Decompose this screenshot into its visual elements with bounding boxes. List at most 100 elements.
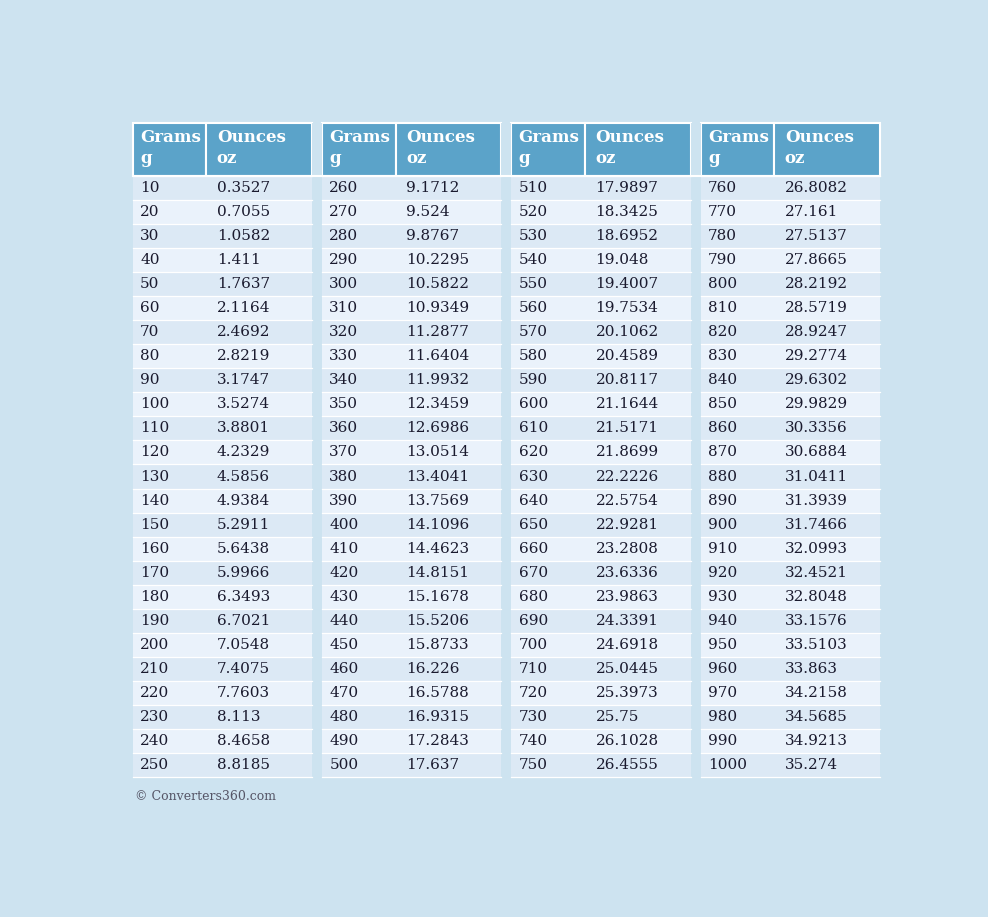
Text: 410: 410 (329, 542, 359, 556)
Text: Grams
g: Grams g (708, 129, 769, 168)
Text: 210: 210 (140, 662, 169, 676)
FancyBboxPatch shape (501, 585, 512, 609)
FancyBboxPatch shape (512, 657, 691, 681)
Text: 25.75: 25.75 (596, 710, 639, 724)
FancyBboxPatch shape (312, 657, 322, 681)
FancyBboxPatch shape (132, 176, 312, 200)
Text: 50: 50 (140, 277, 159, 291)
FancyBboxPatch shape (585, 123, 691, 176)
Text: © Converters360.com: © Converters360.com (135, 790, 276, 803)
FancyBboxPatch shape (132, 633, 312, 657)
Text: 6.3493: 6.3493 (216, 590, 270, 603)
Text: 22.5754: 22.5754 (596, 493, 658, 508)
Text: 260: 260 (329, 181, 359, 194)
FancyBboxPatch shape (206, 123, 312, 176)
FancyBboxPatch shape (322, 369, 501, 392)
Text: 520: 520 (519, 204, 547, 219)
Text: 7.7603: 7.7603 (216, 686, 270, 700)
Text: 15.1678: 15.1678 (406, 590, 469, 603)
Text: 170: 170 (140, 566, 169, 580)
FancyBboxPatch shape (312, 729, 322, 753)
FancyBboxPatch shape (700, 176, 880, 200)
FancyBboxPatch shape (700, 369, 880, 392)
Text: 17.637: 17.637 (406, 758, 459, 772)
Text: Ounces
oz: Ounces oz (406, 129, 475, 168)
FancyBboxPatch shape (132, 224, 312, 248)
FancyBboxPatch shape (501, 200, 512, 224)
Text: Ounces
oz: Ounces oz (596, 129, 664, 168)
Text: 470: 470 (329, 686, 359, 700)
Text: 23.6336: 23.6336 (596, 566, 658, 580)
FancyBboxPatch shape (691, 657, 700, 681)
Text: 140: 140 (140, 493, 169, 508)
Text: 33.1576: 33.1576 (784, 613, 848, 628)
Text: 880: 880 (708, 470, 737, 483)
FancyBboxPatch shape (322, 729, 501, 753)
FancyBboxPatch shape (691, 513, 700, 536)
FancyBboxPatch shape (312, 513, 322, 536)
FancyBboxPatch shape (132, 560, 312, 585)
FancyBboxPatch shape (132, 416, 312, 440)
Text: 160: 160 (140, 542, 169, 556)
FancyBboxPatch shape (322, 440, 501, 465)
FancyBboxPatch shape (312, 681, 322, 705)
Text: 18.6952: 18.6952 (596, 229, 658, 243)
Text: 0.3527: 0.3527 (216, 181, 270, 194)
FancyBboxPatch shape (501, 224, 512, 248)
FancyBboxPatch shape (512, 489, 691, 513)
Text: 22.2226: 22.2226 (596, 470, 659, 483)
Text: 690: 690 (519, 613, 548, 628)
FancyBboxPatch shape (132, 609, 312, 633)
Text: 530: 530 (519, 229, 547, 243)
Text: 9.8767: 9.8767 (406, 229, 459, 243)
Text: 4.5856: 4.5856 (216, 470, 270, 483)
FancyBboxPatch shape (512, 513, 691, 536)
Text: Grams
g: Grams g (140, 129, 201, 168)
FancyBboxPatch shape (312, 248, 322, 272)
FancyBboxPatch shape (132, 369, 312, 392)
FancyBboxPatch shape (512, 633, 691, 657)
FancyBboxPatch shape (501, 369, 512, 392)
FancyBboxPatch shape (691, 176, 700, 200)
FancyBboxPatch shape (512, 609, 691, 633)
FancyBboxPatch shape (312, 272, 322, 296)
Text: 5.6438: 5.6438 (216, 542, 270, 556)
FancyBboxPatch shape (691, 729, 700, 753)
Text: 29.2774: 29.2774 (784, 349, 848, 363)
FancyBboxPatch shape (512, 416, 691, 440)
Text: 4.2329: 4.2329 (216, 446, 270, 459)
Text: 7.0548: 7.0548 (216, 638, 270, 652)
FancyBboxPatch shape (700, 344, 880, 369)
Text: 33.5103: 33.5103 (784, 638, 848, 652)
FancyBboxPatch shape (700, 320, 880, 344)
Text: 250: 250 (140, 758, 169, 772)
Text: 660: 660 (519, 542, 548, 556)
Text: 700: 700 (519, 638, 547, 652)
FancyBboxPatch shape (322, 513, 501, 536)
Text: 16.9315: 16.9315 (406, 710, 469, 724)
Text: 400: 400 (329, 517, 359, 532)
FancyBboxPatch shape (501, 296, 512, 320)
FancyBboxPatch shape (312, 633, 322, 657)
FancyBboxPatch shape (132, 753, 312, 778)
FancyBboxPatch shape (512, 344, 691, 369)
FancyBboxPatch shape (132, 123, 206, 176)
FancyBboxPatch shape (700, 416, 880, 440)
FancyBboxPatch shape (691, 224, 700, 248)
FancyBboxPatch shape (312, 465, 322, 489)
FancyBboxPatch shape (700, 753, 880, 778)
Text: 34.2158: 34.2158 (784, 686, 848, 700)
FancyBboxPatch shape (501, 753, 512, 778)
FancyBboxPatch shape (312, 200, 322, 224)
Text: 25.3973: 25.3973 (596, 686, 658, 700)
FancyBboxPatch shape (691, 536, 700, 560)
FancyBboxPatch shape (322, 248, 501, 272)
Text: 340: 340 (329, 373, 359, 387)
FancyBboxPatch shape (132, 585, 312, 609)
Text: 130: 130 (140, 470, 169, 483)
FancyBboxPatch shape (132, 489, 312, 513)
Text: 3.8801: 3.8801 (216, 422, 270, 436)
FancyBboxPatch shape (132, 200, 312, 224)
Text: 480: 480 (329, 710, 359, 724)
Text: 760: 760 (708, 181, 737, 194)
